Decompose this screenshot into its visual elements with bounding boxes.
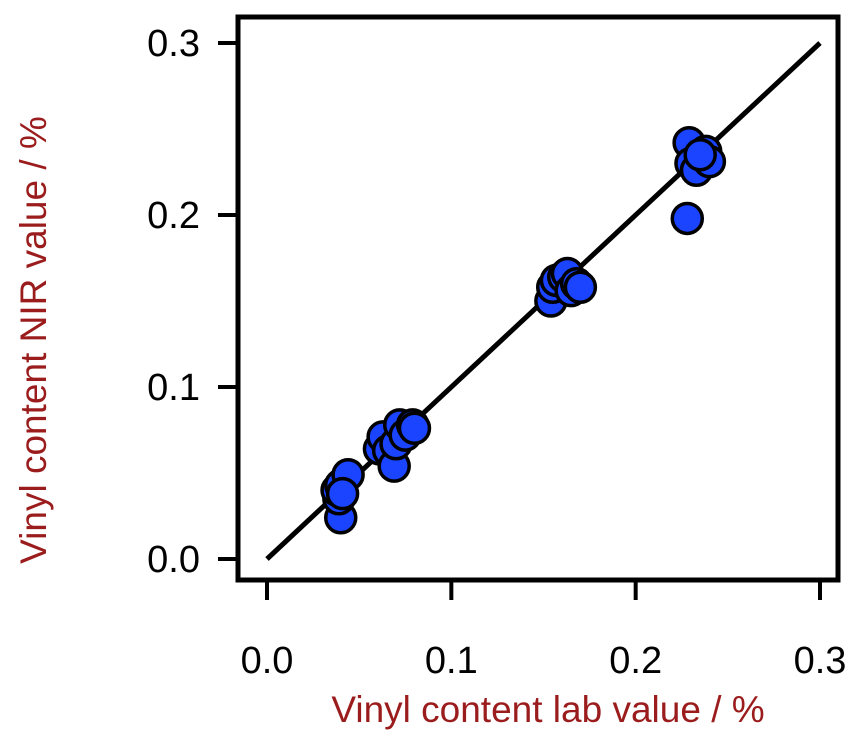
data-point [325,476,360,511]
data-point [563,270,598,304]
y-tick-label: 0.1 [147,367,200,409]
x-tick-label: 0.3 [794,640,847,682]
y-axis-title: Vinyl content NIR value / % [13,116,54,564]
data-point [670,201,705,236]
x-axis-title: Vinyl content lab value / % [331,689,764,730]
y-axis: 0.0 0.1 0.2 0.3 [147,23,238,581]
plot-frame [235,14,841,583]
y-tick-label: 0.3 [147,23,200,65]
data-point [683,138,717,172]
x-axis: 0.0 0.1 0.2 0.3 [241,580,847,682]
y-tick-label: 0.2 [147,195,200,237]
x-tick-label: 0.0 [241,640,294,682]
data-point [397,411,432,446]
x-tick-label: 0.1 [425,640,478,682]
plot-area [235,14,841,583]
x-tick-label: 0.2 [609,640,662,682]
data-marks [265,41,822,561]
y-tick-label: 0.0 [147,539,200,581]
